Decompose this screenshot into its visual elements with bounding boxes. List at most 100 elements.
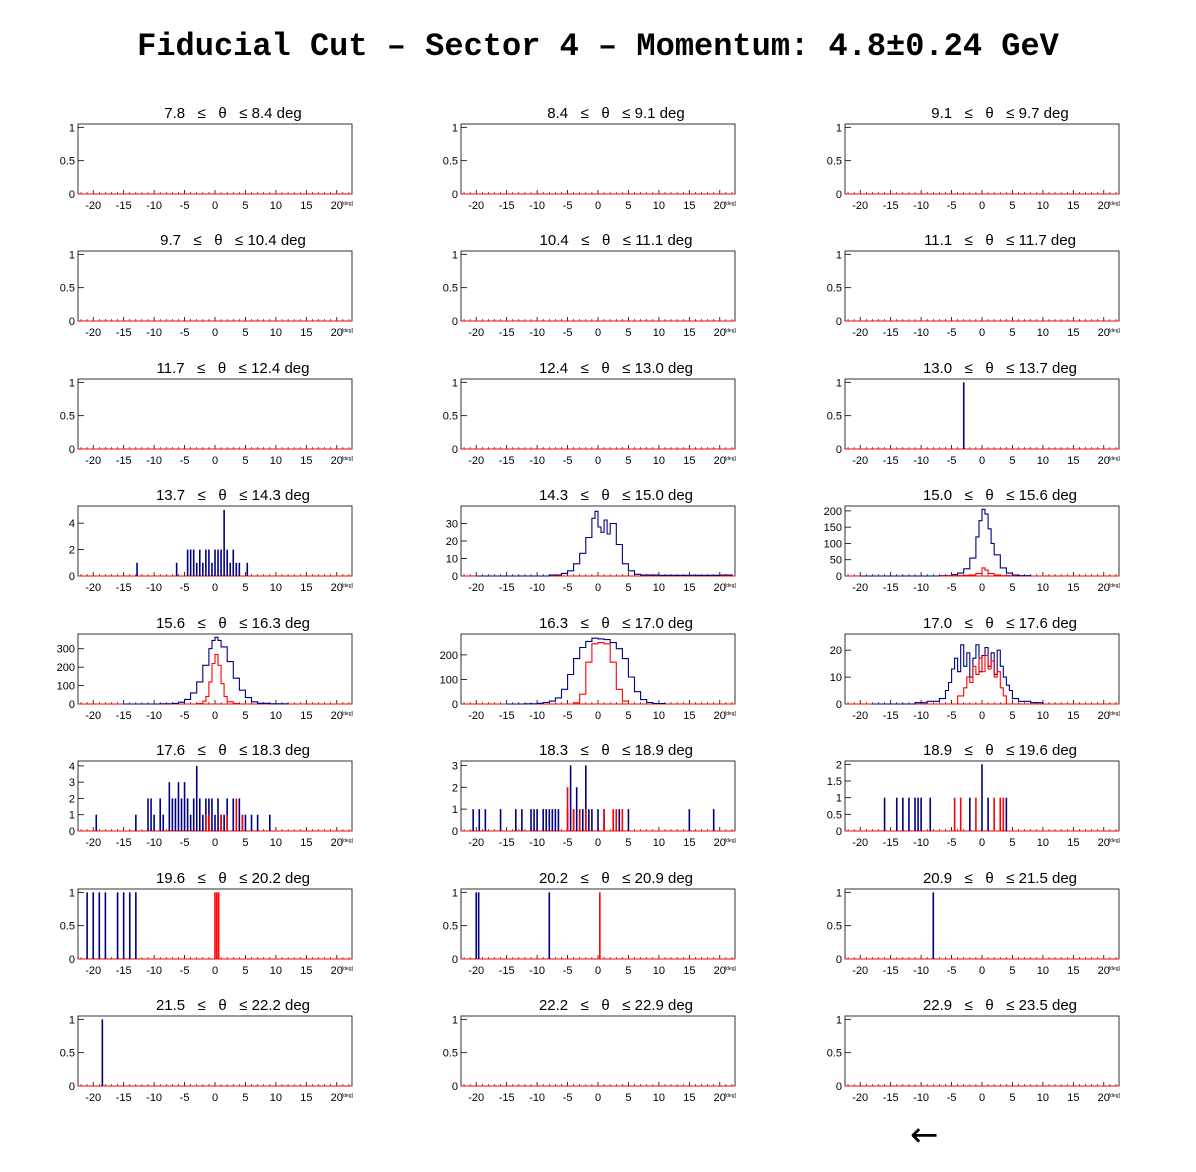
y-tick-label: 0.5: [60, 921, 75, 933]
x-tick-label: 5: [1009, 710, 1015, 722]
y-tick-label: 0: [69, 826, 75, 838]
y-tick-label: 100: [824, 538, 842, 550]
panel-title: 15.6 ≤ θ ≤ 16.3 deg: [155, 615, 311, 632]
plot-frame: [844, 378, 1120, 450]
x-tick-label: 20: [331, 837, 343, 849]
y-tick-label: 20: [446, 536, 458, 548]
cut-histogram-curve: [939, 567, 1013, 577]
x-tick-label: 0: [979, 837, 985, 849]
plot-frame: [77, 123, 353, 195]
y-tick-label: 1: [69, 249, 75, 261]
x-tick-label: -15: [883, 710, 899, 722]
cut-histogram-curve: [567, 642, 629, 705]
x-unit-label: [deg]: [725, 966, 737, 972]
x-tick-label: 5: [1009, 582, 1015, 594]
y-tick-label: 0: [452, 444, 458, 456]
plot-frame: [460, 888, 736, 960]
y-tick-label: 0.5: [60, 411, 75, 423]
x-tick-label: -15: [883, 837, 899, 849]
y-tick-label: 1: [452, 122, 458, 134]
x-tick-label: -5: [563, 1092, 573, 1104]
x-tick-label: 15: [300, 837, 312, 849]
histogram-plot: -20 -15 -10 -5 0 5 10 15 20[deg] 0 0.5 1: [827, 1014, 1121, 1104]
histogram-panel: 17.0 ≤ θ ≤ 17.6 deg -20 -15 -10 -5 0 5 10 15 20 [d…: [805, 615, 1195, 743]
plot-frame: [460, 123, 736, 195]
y-tick-label: 0: [836, 826, 842, 838]
x-tick-label: 10: [653, 710, 665, 722]
x-tick-label: -5: [563, 327, 573, 339]
x-tick-label: 20: [714, 1092, 726, 1104]
x-tick-label: -5: [563, 455, 573, 467]
x-tick-label: 10: [653, 455, 665, 467]
panel-title: 22.2 ≤ θ ≤ 22.9 deg: [538, 997, 694, 1014]
x-tick-label: -20: [852, 1092, 868, 1104]
x-tick-label: 5: [242, 200, 248, 212]
histogram-plot: -20 -15 -10 -5 0 5 10 15 20[deg] 0 0.5 1: [60, 377, 354, 467]
y-tick-label: 50: [830, 555, 842, 567]
x-tick-label: 5: [1009, 327, 1015, 339]
x-tick-label: 5: [242, 837, 248, 849]
y-tick-label: 4: [69, 761, 75, 773]
y-tick-label: 0.5: [827, 156, 842, 168]
x-tick-label: 0: [595, 455, 601, 467]
x-tick-label: 0: [595, 200, 601, 212]
histogram-panel: 13.0 ≤ θ ≤ 13.7 deg -20 -15 -10 -5 0 5 10 15 20 [d…: [805, 360, 1195, 488]
panel-title: 12.4 ≤ θ ≤ 13.0 deg: [538, 360, 694, 377]
x-tick-label: -5: [180, 455, 190, 467]
panel-title: 13.7 ≤ θ ≤ 14.3 deg: [155, 487, 311, 504]
plot-frame: [460, 633, 736, 705]
x-tick-label: 5: [242, 1092, 248, 1104]
x-tick-label: 20: [1098, 455, 1110, 467]
histogram-panel: 11.1 ≤ θ ≤ 11.7 deg -20 -15 -10 -5 0 5 10 15 20 [d…: [805, 232, 1195, 360]
x-tick-label: 0: [595, 837, 601, 849]
x-tick-label: -10: [913, 965, 929, 977]
y-tick-label: 1: [69, 377, 75, 389]
x-tick-label: 0: [595, 1092, 601, 1104]
all-histogram-curve: [506, 637, 666, 705]
cut-histogram-curve: [951, 654, 1007, 705]
x-unit-label: [deg]: [725, 328, 737, 334]
x-tick-label: 20: [331, 965, 343, 977]
panel-title: 22.9 ≤ θ ≤ 23.5 deg: [922, 997, 1078, 1014]
x-tick-label: -10: [146, 710, 162, 722]
x-tick-label: 5: [1009, 1092, 1015, 1104]
x-tick-label: -10: [529, 200, 545, 212]
x-tick-label: -5: [180, 200, 190, 212]
panel-title: 13.0 ≤ θ ≤ 13.7 deg: [922, 360, 1078, 377]
y-tick-label: 0: [69, 316, 75, 328]
x-tick-label: -5: [563, 200, 573, 212]
x-tick-label: -15: [499, 582, 515, 594]
x-tick-label: -20: [468, 455, 484, 467]
y-tick-label: 0.5: [827, 1048, 842, 1060]
x-tick-label: -10: [913, 710, 929, 722]
x-tick-label: 0: [979, 710, 985, 722]
x-tick-label: 20: [331, 710, 343, 722]
histogram-plot: -20 -15 -10 -5 0 5 10 15 20[deg] 0 1 2 3 4: [69, 760, 354, 849]
histogram-panel: 22.9 ≤ θ ≤ 23.5 deg -20 -15 -10 -5 0 5 10 15 20 [d…: [805, 997, 1195, 1125]
x-tick-label: 10: [270, 455, 282, 467]
plot-frame: [77, 633, 353, 705]
panel-title: 17.0 ≤ θ ≤ 17.6 deg: [922, 615, 1078, 632]
x-unit-label: [deg]: [725, 711, 737, 717]
x-tick-label: -15: [883, 200, 899, 212]
histogram-panel: 18.3 ≤ θ ≤ 18.9 deg -20 -15 -10 -5 0 5 10 15 20 [d…: [421, 742, 811, 870]
y-tick-label: 1: [452, 804, 458, 816]
x-tick-label: 10: [270, 327, 282, 339]
x-tick-label: -10: [529, 455, 545, 467]
y-tick-label: 1: [69, 887, 75, 899]
x-tick-label: 5: [242, 710, 248, 722]
y-tick-label: 3: [69, 777, 75, 789]
x-tick-label: 20: [714, 455, 726, 467]
histogram-plot: -20 -15 -10 -5 0 5 10 15 20[deg] 0 0.5 1: [827, 249, 1121, 339]
histogram-panel: 15.0 ≤ θ ≤ 15.6 deg -20 -15 -10 -5 0 5 10 15 20 [d…: [805, 487, 1195, 615]
panel-title: 14.3 ≤ θ ≤ 15.0 deg: [538, 487, 694, 504]
histogram-panel: 16.3 ≤ θ ≤ 17.0 deg -20 -15 -10 -5 0 5 10 15 20 [d…: [421, 615, 811, 743]
x-tick-label: -15: [883, 327, 899, 339]
back-arrow-icon[interactable]: ←: [910, 1115, 939, 1155]
x-tick-label: -5: [947, 200, 957, 212]
x-tick-label: 20: [1098, 837, 1110, 849]
x-tick-label: -15: [883, 582, 899, 594]
y-tick-label: 0.5: [60, 1048, 75, 1060]
y-tick-label: 0.5: [60, 283, 75, 295]
